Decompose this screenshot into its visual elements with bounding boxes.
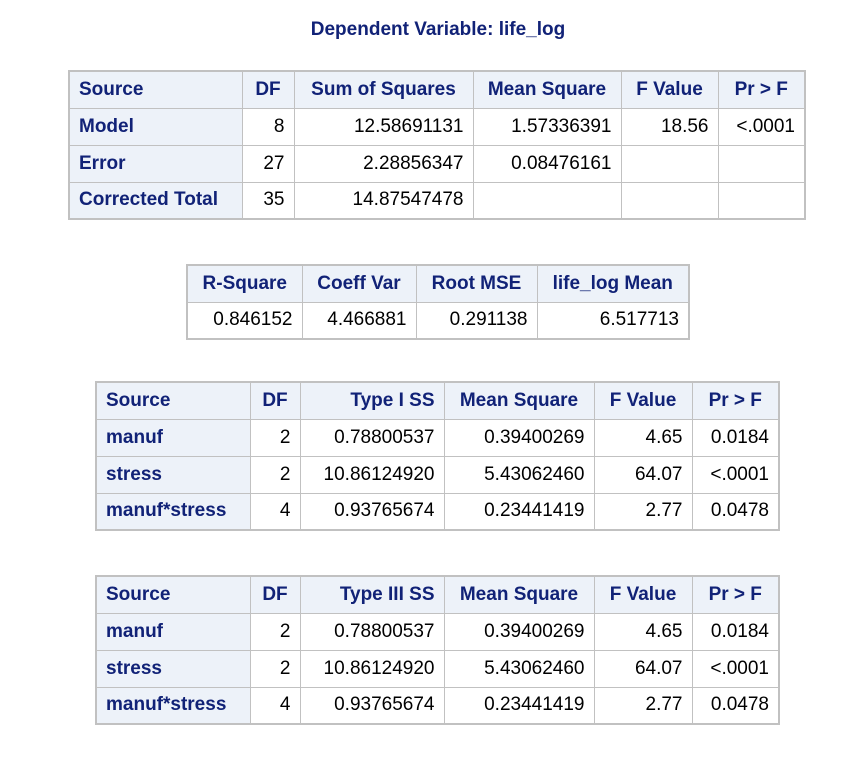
- cell-sum-of-squares: 12.58691131: [293, 107, 474, 146]
- cell-type-iii-ss: 0.78800537: [299, 612, 445, 651]
- row-header-source: manuf: [95, 612, 251, 651]
- cell-life-log-mean: 6.517713: [536, 301, 690, 340]
- table-header-row: Source DF Type III SS Mean Square F Valu…: [95, 575, 780, 614]
- cell-pr-f: <.0001: [691, 649, 780, 688]
- cell-root-mse: 0.291138: [415, 301, 538, 340]
- page-title: Dependent Variable: life_log: [310, 19, 566, 40]
- cell-mean-square: 0.23441419: [443, 686, 595, 725]
- cell-mean-square: 1.57336391: [472, 107, 622, 146]
- cell-type-i-ss: 0.93765674: [299, 492, 445, 531]
- cell-f-value: 2.77: [593, 492, 693, 531]
- anova-table: Source DF Sum of Squares Mean Square F V…: [68, 70, 806, 220]
- col-header-r-square: R-Square: [186, 264, 303, 303]
- cell-df: 4: [249, 686, 301, 725]
- col-header-source: Source: [68, 70, 243, 109]
- col-header-df: DF: [241, 70, 295, 109]
- cell-type-i-ss: 0.78800537: [299, 418, 445, 457]
- row-header-source: Error: [68, 144, 243, 183]
- type-iii-ss-table: Source DF Type III SS Mean Square F Valu…: [95, 575, 780, 725]
- cell-r-square: 0.846152: [186, 301, 303, 340]
- col-header-source: Source: [95, 381, 251, 420]
- cell-f-value: 2.77: [593, 686, 693, 725]
- cell-df: 2: [249, 612, 301, 651]
- table-row: stress 2 10.86124920 5.43062460 64.07 <.…: [95, 649, 780, 688]
- row-header-source: manuf: [95, 418, 251, 457]
- table-row: manuf 2 0.78800537 0.39400269 4.65 0.018…: [95, 612, 780, 651]
- table-header-row: R-Square Coeff Var Root MSE life_log Mea…: [186, 264, 690, 303]
- cell-pr-f: 0.0184: [691, 418, 780, 457]
- cell-f-value: 18.56: [620, 107, 719, 146]
- col-header-mean-square: Mean Square: [443, 381, 595, 420]
- cell-f-value: 4.65: [593, 612, 693, 651]
- col-header-coeff-var: Coeff Var: [301, 264, 417, 303]
- cell-sum-of-squares: 2.28856347: [293, 144, 474, 183]
- cell-f-value: [620, 144, 719, 183]
- cell-coeff-var: 4.466881: [301, 301, 417, 340]
- cell-sum-of-squares: 14.87547478: [293, 181, 474, 220]
- table-row: manuf*stress 4 0.93765674 0.23441419 2.7…: [95, 492, 780, 531]
- cell-pr-f: <.0001: [717, 107, 806, 146]
- table-row: 0.846152 4.466881 0.291138 6.517713: [186, 301, 690, 340]
- cell-df: 2: [249, 418, 301, 457]
- row-header-source: Model: [68, 107, 243, 146]
- table-header-row: Source DF Sum of Squares Mean Square F V…: [68, 70, 806, 109]
- fit-statistics-table: R-Square Coeff Var Root MSE life_log Mea…: [186, 264, 690, 340]
- table-row: stress 2 10.86124920 5.43062460 64.07 <.…: [95, 455, 780, 494]
- col-header-f-value: F Value: [593, 575, 693, 614]
- cell-df: 2: [249, 649, 301, 688]
- cell-f-value: 4.65: [593, 418, 693, 457]
- cell-df: 8: [241, 107, 295, 146]
- cell-df: 27: [241, 144, 295, 183]
- table-row: manuf 2 0.78800537 0.39400269 4.65 0.018…: [95, 418, 780, 457]
- col-header-pr-f: Pr > F: [691, 575, 780, 614]
- row-header-source: manuf*stress: [95, 686, 251, 725]
- col-header-pr-f: Pr > F: [717, 70, 806, 109]
- cell-pr-f: [717, 144, 806, 183]
- col-header-source: Source: [95, 575, 251, 614]
- cell-mean-square: [472, 181, 622, 220]
- col-header-root-mse: Root MSE: [415, 264, 538, 303]
- table-row: Corrected Total 35 14.87547478: [68, 181, 806, 220]
- col-header-type-iii-ss: Type III SS: [299, 575, 445, 614]
- col-header-life-log-mean: life_log Mean: [536, 264, 690, 303]
- cell-type-iii-ss: 0.93765674: [299, 686, 445, 725]
- cell-df: 4: [249, 492, 301, 531]
- cell-f-value: 64.07: [593, 455, 693, 494]
- cell-mean-square: 0.08476161: [472, 144, 622, 183]
- row-header-source: Corrected Total: [68, 181, 243, 220]
- cell-pr-f: [717, 181, 806, 220]
- col-header-pr-f: Pr > F: [691, 381, 780, 420]
- row-header-source: manuf*stress: [95, 492, 251, 531]
- table-row: Error 27 2.28856347 0.08476161: [68, 144, 806, 183]
- cell-df: 2: [249, 455, 301, 494]
- cell-mean-square: 5.43062460: [443, 455, 595, 494]
- col-header-f-value: F Value: [620, 70, 719, 109]
- cell-pr-f: 0.0478: [691, 686, 780, 725]
- cell-f-value: 64.07: [593, 649, 693, 688]
- cell-type-i-ss: 10.86124920: [299, 455, 445, 494]
- row-header-source: stress: [95, 455, 251, 494]
- cell-pr-f: 0.0184: [691, 612, 780, 651]
- col-header-f-value: F Value: [593, 381, 693, 420]
- col-header-type-i-ss: Type I SS: [299, 381, 445, 420]
- col-header-mean-square: Mean Square: [443, 575, 595, 614]
- cell-df: 35: [241, 181, 295, 220]
- cell-f-value: [620, 181, 719, 220]
- col-header-df: DF: [249, 381, 301, 420]
- table-row: Model 8 12.58691131 1.57336391 18.56 <.0…: [68, 107, 806, 146]
- table-header-row: Source DF Type I SS Mean Square F Value …: [95, 381, 780, 420]
- col-header-df: DF: [249, 575, 301, 614]
- col-header-mean-square: Mean Square: [472, 70, 622, 109]
- cell-mean-square: 0.23441419: [443, 492, 595, 531]
- type-i-ss-table: Source DF Type I SS Mean Square F Value …: [95, 381, 780, 531]
- cell-pr-f: 0.0478: [691, 492, 780, 531]
- cell-pr-f: <.0001: [691, 455, 780, 494]
- table-row: manuf*stress 4 0.93765674 0.23441419 2.7…: [95, 686, 780, 725]
- row-header-source: stress: [95, 649, 251, 688]
- col-header-sum-of-squares: Sum of Squares: [293, 70, 474, 109]
- cell-mean-square: 0.39400269: [443, 418, 595, 457]
- cell-mean-square: 0.39400269: [443, 612, 595, 651]
- cell-type-iii-ss: 10.86124920: [299, 649, 445, 688]
- cell-mean-square: 5.43062460: [443, 649, 595, 688]
